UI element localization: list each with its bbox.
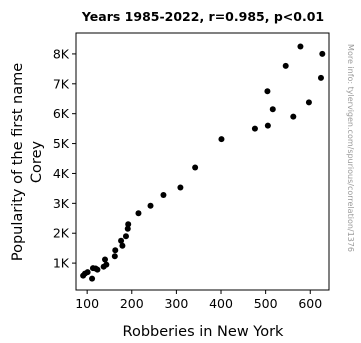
y-tick-label: 6K (53, 106, 70, 121)
data-point-21 (119, 242, 126, 249)
x-axis-label: Robberies in New York (123, 324, 285, 340)
chart-title: Years 1985-2022, r=0.985, p<0.01 (81, 9, 324, 24)
x-tick-label: 400 (209, 296, 233, 311)
y-tick-label: 4K (53, 166, 70, 181)
data-point-15 (147, 202, 154, 209)
plot-frame (75, 32, 330, 291)
data-point-26 (100, 263, 107, 270)
data-point-29 (94, 266, 101, 273)
x-tick-label: 100 (75, 296, 99, 311)
data-point-5 (264, 88, 271, 95)
data-point-1 (297, 43, 304, 50)
plot-area (75, 32, 330, 291)
y-tick-label: 2K (53, 226, 70, 241)
y-axis-ticks: 1K 2K 3K 4K 5K 6K 7K 8K (53, 46, 76, 271)
data-point-17 (125, 221, 132, 228)
x-tick-label: 500 (254, 296, 278, 311)
source-note: More info: tylervigen.com/spurious/corre… (346, 44, 355, 252)
x-tick-label: 600 (298, 296, 322, 311)
data-point-19 (122, 233, 129, 240)
x-tick-label: 300 (164, 296, 188, 311)
data-point-6 (305, 99, 312, 106)
data-point-32 (80, 272, 87, 279)
data-point-23 (111, 253, 118, 260)
data-point-16 (135, 210, 142, 217)
data-point-7 (269, 106, 276, 113)
y-tick-label: 3K (53, 196, 70, 211)
data-point-8 (290, 113, 297, 120)
data-point-24 (102, 256, 109, 263)
data-point-4 (317, 74, 324, 81)
data-point-20 (118, 237, 125, 244)
data-point-9 (251, 125, 258, 132)
data-point-18 (124, 225, 131, 232)
y-tick-label: 8K (53, 46, 70, 61)
y-tick-label: 7K (53, 76, 70, 91)
y-axis-label-line-2: Corey (29, 141, 45, 184)
data-point-14 (160, 191, 167, 198)
y-tick-label: 1K (53, 256, 70, 271)
data-point-2 (319, 50, 326, 57)
x-axis-ticks: 100 200 300 400 500 600 (75, 290, 322, 311)
y-tick-label: 5K (53, 136, 70, 151)
data-point-10 (264, 122, 271, 129)
data-point-22 (112, 247, 119, 254)
x-tick-label: 200 (120, 296, 144, 311)
data-point-11 (218, 136, 225, 143)
data-point-12 (192, 164, 199, 171)
data-point-3 (282, 62, 289, 69)
data-point-33 (89, 275, 96, 282)
y-axis-label-line-1: Popularity of the first name (10, 63, 26, 261)
data-points (80, 43, 326, 282)
data-point-13 (177, 184, 184, 191)
